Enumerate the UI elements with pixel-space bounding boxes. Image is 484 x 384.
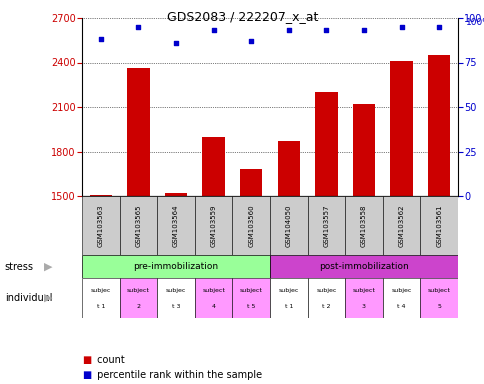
- Text: GDS2083 / 222207_x_at: GDS2083 / 222207_x_at: [166, 10, 318, 23]
- Text: GSM103564: GSM103564: [173, 204, 179, 247]
- Bar: [232, 196, 270, 255]
- Bar: [90, 195, 112, 196]
- Text: percentile rank within the sample: percentile rank within the sample: [94, 370, 262, 380]
- Bar: [315, 92, 337, 196]
- Bar: [352, 104, 375, 196]
- Text: GSM103559: GSM103559: [210, 204, 216, 247]
- Text: GSM103561: GSM103561: [435, 204, 441, 247]
- Text: subject: subject: [427, 288, 450, 293]
- Bar: [165, 193, 187, 196]
- Bar: [240, 169, 262, 196]
- Point: [322, 27, 330, 33]
- Text: t 1: t 1: [284, 304, 292, 309]
- Bar: [345, 196, 382, 255]
- Bar: [195, 278, 232, 318]
- Text: subjec: subjec: [166, 288, 186, 293]
- Bar: [127, 68, 150, 196]
- Text: subjec: subjec: [91, 288, 111, 293]
- Point: [247, 38, 255, 44]
- Bar: [157, 278, 195, 318]
- Text: ■: ■: [82, 355, 91, 365]
- Text: ■: ■: [82, 370, 91, 380]
- Bar: [270, 255, 457, 278]
- Text: subject: subject: [239, 288, 262, 293]
- Text: ▶: ▶: [44, 262, 53, 271]
- Point: [284, 27, 292, 33]
- Bar: [195, 196, 232, 255]
- Bar: [345, 278, 382, 318]
- Text: subject: subject: [202, 288, 225, 293]
- Bar: [120, 196, 157, 255]
- Text: subjec: subjec: [391, 288, 411, 293]
- Point: [397, 24, 405, 30]
- Text: GSM103562: GSM103562: [398, 204, 404, 247]
- Bar: [120, 278, 157, 318]
- Bar: [382, 278, 420, 318]
- Text: GSM104050: GSM104050: [285, 204, 291, 247]
- Text: subjec: subjec: [316, 288, 336, 293]
- Bar: [82, 255, 270, 278]
- Bar: [202, 137, 225, 196]
- Point: [360, 27, 367, 33]
- Bar: [157, 196, 195, 255]
- Text: stress: stress: [5, 262, 34, 271]
- Text: individual: individual: [5, 293, 52, 303]
- Bar: [427, 55, 450, 196]
- Point: [172, 40, 180, 46]
- Bar: [277, 141, 300, 196]
- Text: ▶: ▶: [44, 293, 53, 303]
- Text: GSM103560: GSM103560: [248, 204, 254, 247]
- Bar: [307, 278, 345, 318]
- Text: t 4: t 4: [396, 304, 405, 309]
- Bar: [420, 278, 457, 318]
- Bar: [270, 196, 307, 255]
- Text: subject: subject: [352, 288, 375, 293]
- Text: GSM103565: GSM103565: [135, 204, 141, 247]
- Text: count: count: [94, 355, 124, 365]
- Bar: [420, 196, 457, 255]
- Text: 3: 3: [361, 304, 365, 309]
- Text: 2: 2: [136, 304, 140, 309]
- Point: [97, 36, 105, 43]
- Text: GSM103557: GSM103557: [323, 204, 329, 247]
- Point: [209, 27, 217, 33]
- Text: GSM103563: GSM103563: [98, 204, 104, 247]
- Point: [435, 24, 442, 30]
- Bar: [382, 196, 420, 255]
- Bar: [232, 278, 270, 318]
- Bar: [82, 196, 120, 255]
- Text: 4: 4: [211, 304, 215, 309]
- Text: subject: subject: [127, 288, 150, 293]
- Text: t 2: t 2: [321, 304, 330, 309]
- Text: 5: 5: [437, 304, 440, 309]
- Text: post-immobilization: post-immobilization: [318, 262, 408, 271]
- Text: t 1: t 1: [96, 304, 105, 309]
- Bar: [270, 278, 307, 318]
- Bar: [307, 196, 345, 255]
- Text: t 3: t 3: [171, 304, 180, 309]
- Bar: [390, 61, 412, 196]
- Text: subjec: subjec: [278, 288, 298, 293]
- Text: t 5: t 5: [246, 304, 255, 309]
- Text: pre-immobilization: pre-immobilization: [133, 262, 218, 271]
- Text: GSM103558: GSM103558: [360, 204, 366, 247]
- Point: [134, 24, 142, 30]
- Text: 100%: 100%: [465, 18, 484, 27]
- Bar: [82, 278, 120, 318]
